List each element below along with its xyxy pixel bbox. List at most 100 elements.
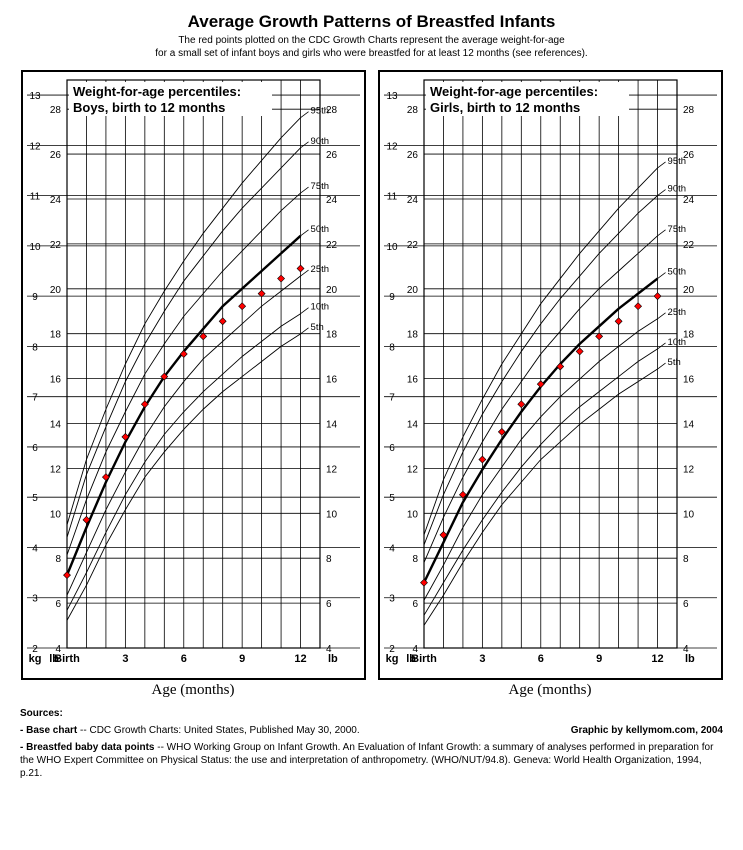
svg-text:10: 10	[683, 509, 695, 520]
page-subtitle: The red points plotted on the CDC Growth…	[20, 34, 723, 60]
svg-text:5: 5	[32, 493, 38, 504]
svg-text:14: 14	[683, 419, 695, 430]
svg-text:11: 11	[386, 192, 397, 203]
svg-text:24: 24	[406, 195, 418, 206]
svg-text:6: 6	[180, 653, 186, 665]
svg-text:16: 16	[683, 375, 695, 386]
svg-text:8: 8	[412, 554, 418, 565]
svg-text:25th: 25th	[667, 307, 686, 318]
boys-chart-panel: 2345678910111213446688101012121414161618…	[21, 70, 366, 699]
svg-text:kg: kg	[385, 653, 398, 665]
svg-text:3: 3	[389, 594, 395, 605]
svg-text:12: 12	[326, 464, 338, 475]
svg-text:3: 3	[122, 653, 128, 665]
svg-text:4: 4	[389, 543, 395, 554]
svg-text:13: 13	[29, 91, 41, 102]
page-title: Average Growth Patterns of Breastfed Inf…	[20, 12, 723, 32]
svg-text:8: 8	[32, 342, 38, 353]
svg-text:8: 8	[55, 554, 61, 565]
svg-text:10: 10	[326, 509, 338, 520]
svg-text:Birth: Birth	[411, 653, 437, 665]
svg-text:50th: 50th	[310, 224, 329, 235]
svg-text:18: 18	[49, 330, 61, 341]
svg-text:95th: 95th	[310, 106, 329, 117]
svg-text:12: 12	[406, 464, 418, 475]
svg-text:28: 28	[406, 105, 418, 116]
svg-text:6: 6	[683, 599, 689, 610]
svg-text:7: 7	[389, 393, 395, 404]
svg-text:5: 5	[389, 493, 395, 504]
svg-text:22: 22	[326, 240, 338, 251]
svg-text:lb: lb	[685, 653, 695, 665]
svg-text:75th: 75th	[310, 181, 329, 192]
svg-text:9: 9	[32, 292, 38, 303]
svg-text:8: 8	[326, 554, 332, 565]
svg-text:14: 14	[406, 419, 418, 430]
svg-text:16: 16	[49, 375, 61, 386]
svg-text:9: 9	[389, 292, 395, 303]
svg-text:9: 9	[239, 653, 245, 665]
svg-text:7: 7	[32, 393, 38, 404]
charts-row: 2345678910111213446688101012121414161618…	[20, 70, 723, 699]
svg-text:5th: 5th	[667, 357, 680, 368]
svg-text:18: 18	[326, 330, 338, 341]
svg-text:14: 14	[49, 419, 61, 430]
svg-text:6: 6	[412, 599, 418, 610]
svg-text:6: 6	[326, 599, 332, 610]
svg-text:5th: 5th	[310, 322, 323, 333]
svg-text:22: 22	[406, 240, 418, 251]
svg-text:24: 24	[326, 195, 338, 206]
svg-text:26: 26	[406, 150, 418, 161]
svg-text:26: 26	[326, 150, 338, 161]
svg-text:lb: lb	[328, 653, 338, 665]
svg-text:18: 18	[406, 330, 418, 341]
x-axis-label-boys: Age (months)	[21, 682, 366, 699]
svg-text:25th: 25th	[310, 264, 329, 275]
svg-text:22: 22	[683, 240, 695, 251]
svg-text:8: 8	[389, 342, 395, 353]
svg-text:kg: kg	[28, 653, 41, 665]
svg-text:Weight-for-age percentiles:: Weight-for-age percentiles:	[73, 84, 241, 99]
svg-text:12: 12	[49, 464, 61, 475]
svg-text:20: 20	[683, 285, 695, 296]
sources-block: Sources: - Base chart -- CDC Growth Char…	[20, 707, 723, 780]
svg-text:22: 22	[49, 240, 61, 251]
svg-text:95th: 95th	[667, 156, 686, 167]
svg-text:10: 10	[406, 509, 418, 520]
svg-text:12: 12	[386, 141, 398, 152]
svg-text:8: 8	[683, 554, 689, 565]
svg-text:6: 6	[389, 443, 395, 454]
svg-text:13: 13	[386, 91, 398, 102]
svg-text:Birth: Birth	[54, 653, 80, 665]
girls-chart-panel: 2345678910111213446688101012121414161618…	[378, 70, 723, 699]
svg-text:10: 10	[29, 242, 41, 253]
svg-text:24: 24	[683, 195, 695, 206]
svg-text:6: 6	[32, 443, 38, 454]
svg-text:Weight-for-age percentiles:: Weight-for-age percentiles:	[430, 84, 598, 99]
svg-text:24: 24	[49, 195, 61, 206]
svg-text:10th: 10th	[310, 302, 329, 313]
svg-text:20: 20	[49, 285, 61, 296]
svg-text:11: 11	[29, 192, 40, 203]
svg-text:Boys, birth to 12 months: Boys, birth to 12 months	[73, 100, 225, 115]
svg-text:6: 6	[537, 653, 543, 665]
svg-text:3: 3	[32, 594, 38, 605]
svg-text:90th: 90th	[310, 136, 329, 147]
svg-text:12: 12	[651, 653, 663, 665]
svg-text:75th: 75th	[667, 224, 686, 235]
svg-text:28: 28	[49, 105, 61, 116]
svg-text:10: 10	[49, 509, 61, 520]
svg-text:3: 3	[479, 653, 485, 665]
svg-text:16: 16	[406, 375, 418, 386]
svg-text:20: 20	[326, 285, 338, 296]
svg-text:9: 9	[596, 653, 602, 665]
svg-text:28: 28	[683, 105, 695, 116]
girls-chart-svg: 2345678910111213446688101012121414161618…	[380, 72, 721, 678]
svg-text:50th: 50th	[667, 267, 686, 278]
x-axis-label-girls: Age (months)	[378, 682, 723, 699]
svg-text:12: 12	[683, 464, 695, 475]
svg-text:6: 6	[55, 599, 61, 610]
svg-text:14: 14	[326, 419, 338, 430]
svg-text:10: 10	[386, 242, 398, 253]
svg-text:20: 20	[406, 285, 418, 296]
